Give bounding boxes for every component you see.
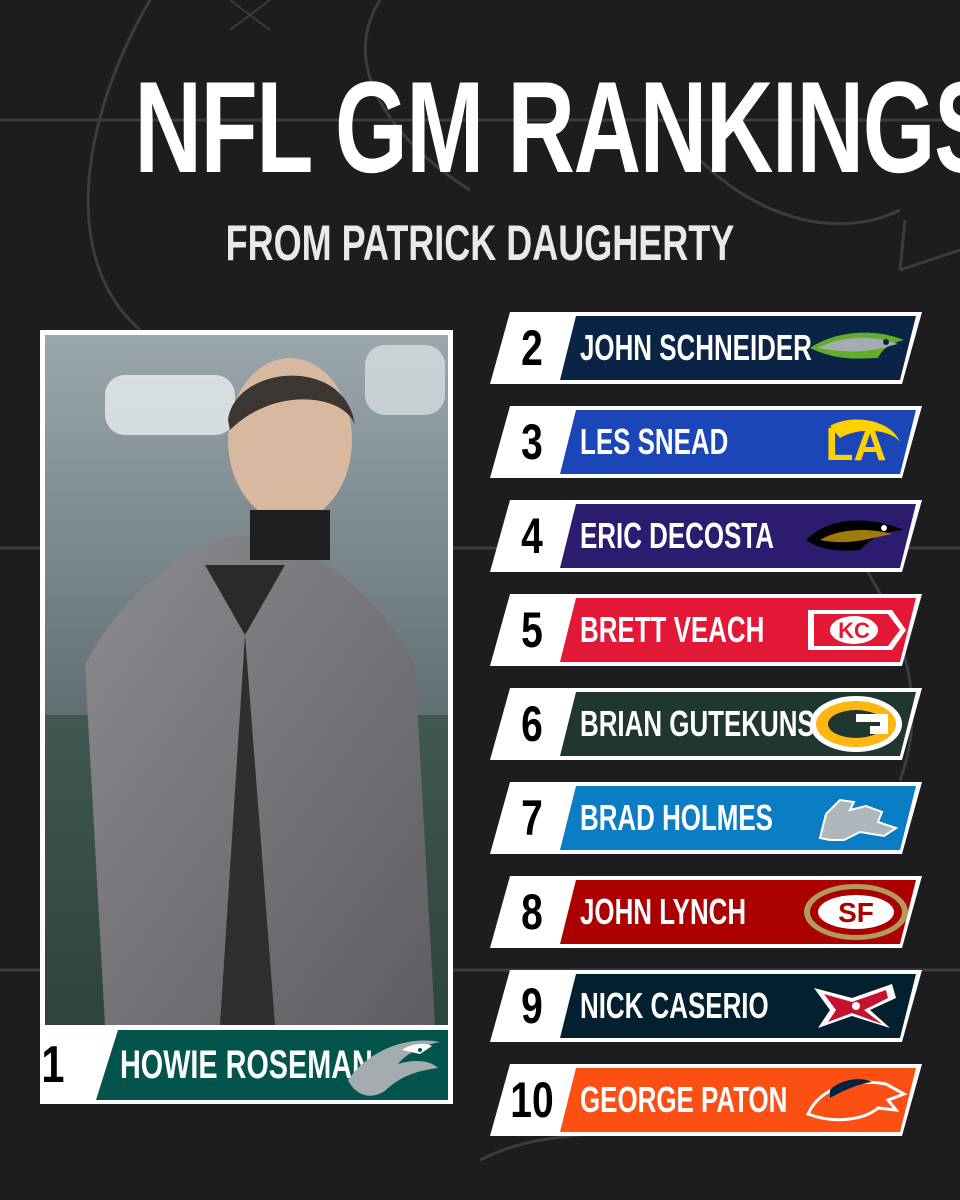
seahawks-logo-icon — [810, 332, 904, 359]
ranking-number: 5 — [521, 602, 543, 658]
ranking-number: 2 — [521, 320, 543, 376]
page-title: NFL GM RANKINGS — [134, 54, 960, 200]
ranking-row: 9 NICK CASERIO — [490, 970, 922, 1042]
gm-name: BRETT VEACH — [580, 609, 765, 650]
gm-name: LES SNEAD — [580, 421, 729, 462]
page-subtitle: FROM PATRICK DAUGHERTY — [225, 215, 735, 271]
featured-name: HOWIE ROSEMAN — [120, 1043, 373, 1087]
ranking-number: 10 — [510, 1072, 554, 1128]
gm-name: BRAD HOLMES — [580, 797, 773, 838]
ranking-number: 8 — [521, 884, 543, 940]
gm-name: GEORGE PATON — [580, 1079, 788, 1120]
broncos-logo-icon — [805, 1079, 908, 1122]
texans-logo-icon — [814, 984, 896, 1028]
svg-text:KC: KC — [838, 618, 870, 643]
ranking-number: 4 — [521, 508, 543, 564]
ranking-row: 3 LES SNEAD LA — [490, 406, 922, 478]
ranking-number: 9 — [521, 978, 543, 1034]
ravens-logo-icon — [806, 520, 904, 551]
featured-photo — [45, 335, 448, 1025]
ranking-row: 6 BRIAN GUTEKUNST — [490, 688, 922, 760]
ranking-row: 2 JOHN SCHNEIDER — [490, 312, 922, 384]
packers-logo-icon — [810, 696, 902, 752]
ranking-number: 6 — [521, 696, 543, 752]
chiefs-logo-icon: KC — [808, 610, 906, 650]
gm-name: JOHN SCHNEIDER — [580, 327, 812, 368]
featured-rank: 1 — [41, 1036, 65, 1094]
ranking-row: 10 GEORGE PATON — [490, 1064, 922, 1136]
gm-name: BRIAN GUTEKUNST — [580, 703, 831, 744]
49ers-logo-icon: SF — [804, 884, 908, 940]
lions-logo-icon — [818, 798, 899, 841]
eagles-logo-icon — [348, 1040, 440, 1096]
ranking-number: 3 — [521, 414, 543, 470]
gm-name: ERIC DECOSTA — [580, 515, 774, 556]
svg-text:SF: SF — [838, 897, 874, 928]
gm-name: JOHN LYNCH — [580, 891, 747, 932]
gm-name: NICK CASERIO — [580, 985, 769, 1026]
ranking-row: 5 BRETT VEACH KC — [490, 594, 922, 666]
ranking-row: 4 ERIC DECOSTA — [490, 500, 922, 572]
ranking-row: 8 JOHN LYNCH SF — [490, 876, 922, 948]
featured-card — [40, 330, 453, 1104]
rams-logo-icon: LA — [825, 418, 900, 470]
ranking-number: 7 — [521, 790, 543, 846]
ranking-row: 7 BRAD HOLMES — [490, 782, 922, 854]
